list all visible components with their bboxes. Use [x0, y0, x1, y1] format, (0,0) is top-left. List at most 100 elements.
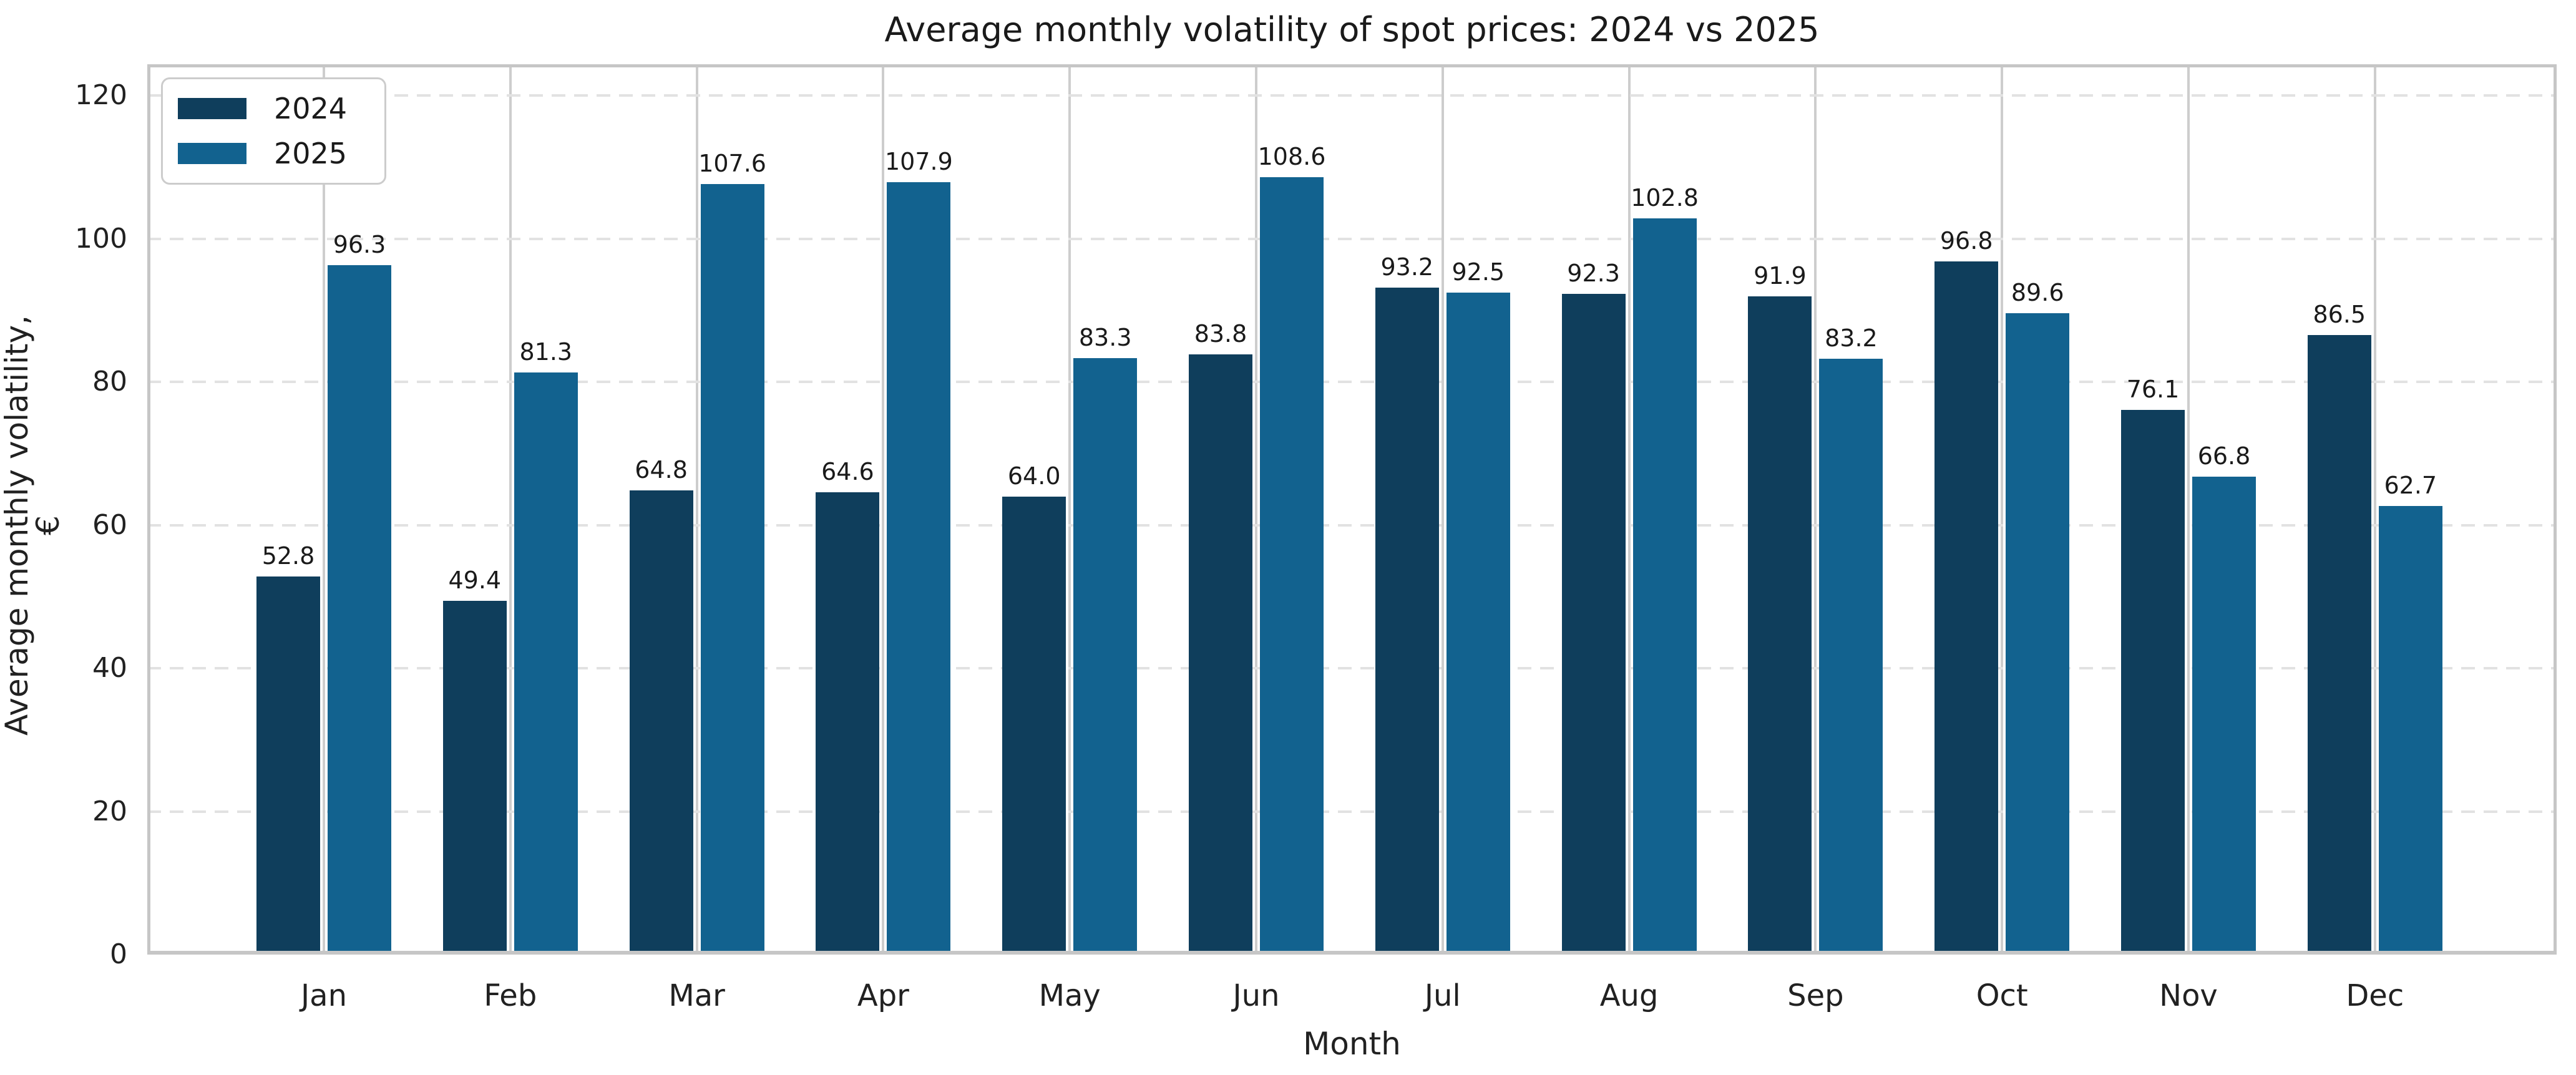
- xtick-Aug: Aug: [1599, 978, 1659, 1013]
- gridline-vertical-Oct: [2001, 64, 2004, 955]
- bar-label-2025-Feb: 81.3: [519, 338, 573, 366]
- xtick-Mar: Mar: [668, 978, 725, 1013]
- bar-2025-Jun: [1260, 177, 1324, 955]
- bar-label-2025-Nov: 66.8: [2197, 442, 2251, 470]
- plot-area: 52.8 49.4 64.8 64.6 64.0 83.8 93.2 92.3 91.9 96.8…: [147, 64, 2557, 955]
- bar-label-2024-Jul: 93.2: [1380, 253, 1434, 281]
- xtick-Jun: Jun: [1232, 978, 1280, 1013]
- bar-2025-Apr: [887, 182, 951, 955]
- xtick-Sep: Sep: [1787, 978, 1844, 1013]
- legend-item-2025: 2025: [178, 139, 347, 168]
- xtick-Jul: Jul: [1424, 978, 1461, 1013]
- bar-label-2025-Jul: 92.5: [1451, 258, 1505, 286]
- bar-label-2024-Nov: 76.1: [2126, 375, 2180, 403]
- gridline-vertical-Mar: [695, 64, 698, 955]
- bar-label-2025-Jun: 108.6: [1257, 142, 1326, 170]
- legend-swatch-2024: [178, 98, 246, 119]
- bar-label-2025-Sep: 83.2: [1825, 324, 1878, 353]
- spine-bottom: [147, 951, 2557, 955]
- bar-label-2025-May: 83.3: [1078, 324, 1132, 352]
- gridline-vertical-Feb: [509, 64, 512, 955]
- xtick-May: May: [1038, 978, 1101, 1013]
- gridline-vertical-Jun: [1255, 64, 1257, 955]
- gridline-vertical-Nov: [2187, 64, 2190, 955]
- bar-2024-Oct: [1934, 261, 1999, 955]
- bar-label-2024-Apr: 64.6: [821, 457, 874, 485]
- bar-2024-Aug: [1561, 293, 1626, 955]
- gridline-horizontal-40: [147, 667, 2557, 669]
- bar-2024-Jan: [256, 576, 320, 955]
- legend-label-2024: 2024: [274, 92, 348, 125]
- x-axis-label: Month: [1303, 1026, 1401, 1062]
- bar-2024-Nov: [2121, 409, 2185, 955]
- bar-2024-Sep: [1748, 296, 1812, 955]
- bar-2024-Apr: [816, 492, 880, 955]
- bar-2024-Jun: [1189, 354, 1252, 955]
- bar-label-2024-Feb: 49.4: [448, 567, 502, 595]
- bar-2025-Aug: [1632, 218, 1697, 955]
- spine-top: [147, 64, 2557, 67]
- ytick-20: 20: [92, 795, 127, 827]
- bar-label-2025-Jan: 96.3: [333, 231, 386, 258]
- gridline-vertical-May: [1068, 64, 1071, 955]
- xtick-Oct: Oct: [1976, 978, 2028, 1013]
- legend: 2024 2025: [161, 77, 387, 185]
- gridline-vertical-Apr: [882, 64, 885, 955]
- bar-label-2025-Aug: 102.8: [1631, 184, 1699, 212]
- bar-label-2025-Oct: 89.6: [2011, 278, 2064, 306]
- bar-label-2024-Sep: 91.9: [1754, 262, 1807, 290]
- xtick-Apr: Apr: [857, 978, 909, 1013]
- xtick-Nov: Nov: [2159, 978, 2218, 1013]
- bar-2025-Nov: [2192, 476, 2256, 955]
- xtick-Dec: Dec: [2346, 978, 2404, 1013]
- ytick-0: 0: [110, 938, 127, 970]
- gridline-vertical-Sep: [1814, 64, 1817, 955]
- gridline-horizontal-100: [147, 237, 2557, 240]
- bar-2025-Oct: [2006, 313, 2070, 955]
- bar-label-2024-Jan: 52.8: [261, 542, 315, 570]
- spine-right: [2554, 64, 2557, 955]
- bar-label-2024-May: 64.0: [1007, 462, 1061, 490]
- legend-label-2025: 2025: [274, 137, 348, 170]
- bar-2025-Jul: [1446, 292, 1510, 955]
- gridline-horizontal-20: [147, 810, 2557, 813]
- bar-2025-May: [1073, 358, 1138, 955]
- ytick-120: 120: [75, 79, 127, 111]
- ytick-80: 80: [92, 366, 127, 397]
- ytick-60: 60: [92, 508, 127, 541]
- bar-label-2025-Dec: 62.7: [2384, 471, 2437, 499]
- bar-label-2025-Apr: 107.9: [884, 147, 953, 175]
- bar-2025-Dec: [2378, 505, 2442, 955]
- bar-label-2025-Mar: 107.6: [698, 150, 766, 178]
- bar-label-2024-Jun: 83.8: [1194, 320, 1247, 348]
- bar-label-2024-Dec: 86.5: [2313, 301, 2366, 329]
- ytick-100: 100: [75, 222, 127, 255]
- bar-2025-Jan: [328, 265, 391, 955]
- bar-2025-Sep: [1819, 359, 1883, 955]
- xtick-Feb: Feb: [484, 978, 537, 1013]
- bar-label-2024-Aug: 92.3: [1567, 259, 1620, 287]
- bar-2024-Mar: [629, 490, 693, 955]
- gridline-vertical-Jul: [1441, 64, 1444, 955]
- legend-swatch-2025: [178, 143, 246, 164]
- bar-2025-Feb: [514, 372, 578, 955]
- gridline-vertical-Aug: [1627, 64, 1631, 955]
- bar-2024-Jul: [1375, 287, 1439, 955]
- bar-2024-Feb: [442, 601, 507, 955]
- bar-2025-Mar: [700, 184, 764, 955]
- bar-label-2024-Mar: 64.8: [635, 456, 688, 484]
- bar-label-2024-Oct: 96.8: [1939, 227, 1993, 255]
- legend-item-2024: 2024: [178, 94, 347, 123]
- ytick-40: 40: [92, 652, 127, 684]
- chart-title: Average monthly volatility of spot price…: [884, 10, 1820, 49]
- gridline-horizontal-60: [147, 523, 2557, 527]
- gridline-horizontal-120: [147, 94, 2557, 97]
- xtick-Jan: Jan: [301, 978, 347, 1013]
- gridline-horizontal-80: [147, 381, 2557, 383]
- gridline-vertical-Jan: [323, 64, 325, 955]
- bar-2024-May: [1002, 496, 1066, 955]
- gridline-vertical-Dec: [2373, 64, 2376, 955]
- bar-2024-Dec: [2307, 335, 2371, 955]
- spine-left: [147, 64, 150, 955]
